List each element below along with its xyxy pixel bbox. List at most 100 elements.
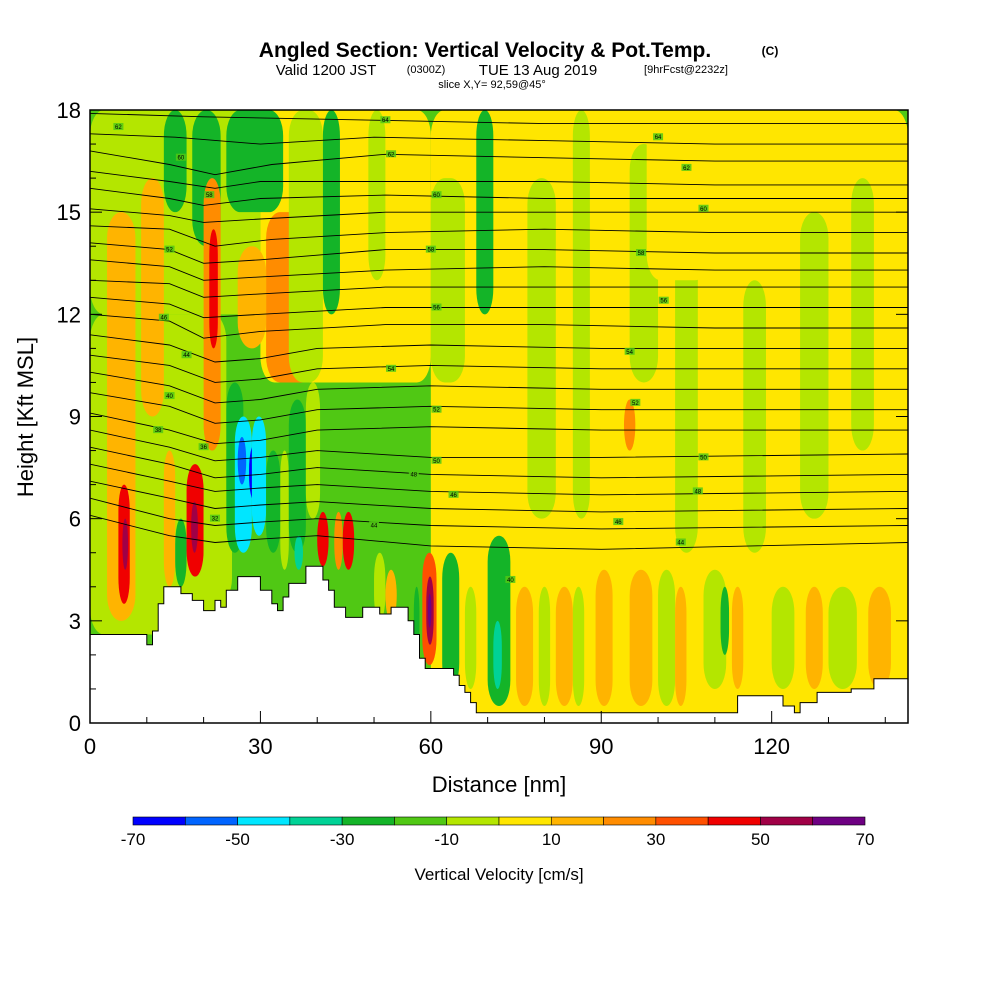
velocity-cell (334, 511, 343, 570)
contour-label: 52 (630, 398, 641, 407)
contour-label: 62 (386, 150, 397, 158)
y-axis-label: Height [Kft MSL] (13, 337, 38, 497)
isotherm-line (90, 279, 908, 298)
y-tick-label: 15 (57, 200, 81, 225)
subtitle-utc: (0300Z) (407, 64, 446, 76)
svg-text:46: 46 (450, 493, 457, 499)
contour-label: 48 (408, 470, 419, 478)
isotherm-line (90, 170, 908, 189)
x-tick-label: 0 (84, 734, 96, 759)
isotherm-line (90, 463, 908, 496)
contour-label: 58 (636, 249, 647, 257)
velocity-cell (226, 110, 284, 213)
colorbar-segment (341, 816, 395, 826)
slice-info: slice X,Y= 92,59@45° (438, 79, 546, 91)
y-tick-label: 18 (57, 98, 81, 123)
velocity-cell (280, 450, 289, 570)
colorbar-tick-label: -30 (330, 830, 355, 849)
svg-text:48: 48 (694, 489, 701, 495)
contour-label: 64 (653, 133, 664, 141)
velocity-cell (555, 586, 573, 706)
svg-text:52: 52 (166, 248, 173, 254)
velocity-cell (731, 586, 744, 689)
colorbar-ticks: -70 -50 -30 -10 10 30 50 70 (121, 830, 875, 849)
isotherm-line (90, 514, 908, 550)
isotherm-line (90, 497, 908, 530)
svg-text:50: 50 (433, 459, 440, 465)
svg-text:50: 50 (700, 455, 707, 461)
svg-text:44: 44 (371, 523, 378, 529)
contour-label: 52 (431, 405, 442, 414)
velocity-cell (703, 569, 727, 689)
contour-label: 64 (380, 116, 391, 124)
velocity-cell (163, 110, 187, 213)
colorbar-segment (132, 816, 186, 826)
colorbar-segment (184, 816, 238, 826)
svg-text:64: 64 (382, 118, 389, 124)
colorbar-segment (394, 816, 448, 826)
velocity-cell (828, 586, 857, 689)
velocity-cell (237, 436, 247, 485)
colorbar-tick-label: -70 (121, 830, 146, 849)
velocity-cell (629, 569, 653, 706)
velocity-cell (487, 535, 511, 706)
svg-text:60: 60 (700, 207, 707, 213)
velocity-cell (237, 246, 267, 349)
colorbar-segment (289, 816, 343, 826)
colorbar-segment (550, 816, 604, 826)
chart-titles: Angled Section: Vertical Velocity & Pot.… (259, 39, 779, 91)
contour-label: 58 (204, 191, 215, 199)
contour-label: 54 (386, 364, 397, 373)
colorbar (132, 816, 866, 826)
contour-label: 48 (692, 487, 703, 495)
velocity-cell (720, 586, 730, 655)
svg-text:44: 44 (183, 353, 190, 359)
isotherm-line (90, 208, 908, 223)
contour-label: 40 (505, 575, 516, 584)
svg-text:52: 52 (433, 408, 440, 414)
velocity-cell (868, 586, 891, 689)
velocity-cell (538, 586, 551, 706)
velocity-cell (175, 518, 187, 587)
svg-text:62: 62 (115, 125, 122, 131)
contour-label: 44 (369, 521, 380, 529)
y-tick-label: 12 (57, 302, 81, 327)
svg-text:60: 60 (433, 193, 440, 199)
colorbar-segment (498, 816, 552, 826)
isotherm-line (90, 480, 908, 513)
velocity-cell (141, 178, 164, 417)
colorbar-label: Vertical Velocity [cm/s] (414, 865, 583, 884)
contour-label: 52 (164, 245, 175, 254)
colorbar-segment (707, 816, 761, 826)
x-tick-label: 30 (248, 734, 272, 759)
contour-label: 62 (113, 123, 124, 131)
subtitle-forecast: [9hrFcst@2232z] (644, 64, 728, 76)
isotherm-line (90, 112, 908, 125)
isotherm-line (90, 187, 908, 206)
velocity-cell (430, 178, 465, 383)
colorbar-segment (446, 816, 500, 826)
velocity-cell (805, 586, 823, 689)
velocity-cell (122, 518, 129, 570)
isotherm-line (90, 334, 908, 363)
svg-text:36: 36 (200, 445, 207, 451)
velocity-cell (442, 552, 460, 689)
svg-text:52: 52 (632, 401, 639, 407)
colorbar-tick-label: 30 (646, 830, 665, 849)
svg-text:58: 58 (638, 251, 645, 257)
x-tick-label: 60 (419, 734, 443, 759)
svg-text:56: 56 (660, 299, 667, 305)
y-tick-label: 9 (69, 405, 81, 430)
isotherm-line (90, 429, 908, 462)
svg-text:44: 44 (677, 541, 684, 547)
colorbar-segment (603, 816, 657, 826)
isotherm-line (90, 259, 908, 281)
contour-label: 60 (431, 191, 442, 199)
svg-text:32: 32 (212, 517, 219, 523)
y-tick-label: 3 (69, 609, 81, 634)
contour-label: 50 (698, 453, 709, 461)
velocity-cell (322, 110, 340, 315)
contour-label: 50 (431, 456, 442, 465)
isotherm-line (90, 446, 908, 479)
